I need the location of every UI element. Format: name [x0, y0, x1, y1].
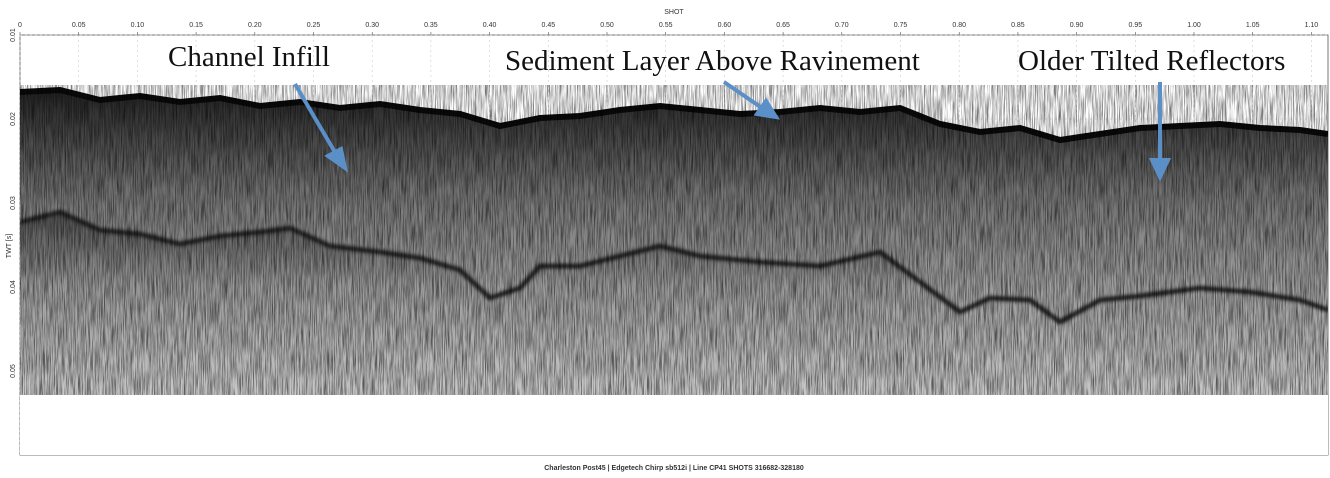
x-tick-label: 0.05 [72, 22, 86, 29]
x-tick-label: 1.05 [1246, 22, 1260, 29]
y-axis-label: TWT [s] [6, 234, 13, 258]
arrows [293, 80, 1172, 182]
y-tick-label: 0.02 [10, 112, 17, 126]
x-tick-label: 0.80 [952, 22, 966, 29]
annotation: Sediment Layer Above Ravinement [505, 45, 920, 77]
x-tick-label: 0.45 [541, 22, 555, 29]
x-tick-label: 0.35 [424, 22, 438, 29]
x-tick-label: 1.10 [1305, 22, 1319, 29]
annotation: Older Tilted Reflectors [1018, 45, 1285, 77]
x-tick-label: 0.65 [776, 22, 790, 29]
x-tick-label: 0.30 [365, 22, 379, 29]
y-tick-label: 0.01 [10, 28, 17, 42]
x-tick-label: 0.90 [1070, 22, 1084, 29]
x-tick-label: 0.20 [248, 22, 262, 29]
y-tick-label: 0.05 [10, 364, 17, 378]
x-tick-label: 0.70 [835, 22, 849, 29]
y-tick-label: 0.03 [10, 196, 17, 210]
x-tick-label: 0.15 [189, 22, 203, 29]
caption: Charleston Post45 | Edgetech Chirp sb512… [544, 465, 804, 472]
x-tick-label: 0.40 [483, 22, 497, 29]
x-tick-label: 0.55 [659, 22, 673, 29]
x-tick-label: 0.25 [307, 22, 321, 29]
annotation: Channel Infill [168, 41, 330, 73]
x-tick-label: 0.10 [131, 22, 145, 29]
y-tick-label: 0.04 [10, 280, 17, 294]
x-tick-label: 0.85 [1011, 22, 1025, 29]
x-tick-label: 1.00 [1187, 22, 1201, 29]
seismic-image [20, 85, 1328, 455]
x-tick-label: 0.50 [600, 22, 614, 29]
x-axis-label: SHOT [664, 9, 684, 16]
x-tick-label: 0 [18, 22, 22, 29]
x-tick-label: 0.95 [1128, 22, 1142, 29]
x-tick-label: 0.60 [718, 22, 732, 29]
x-tick-label: 0.75 [894, 22, 908, 29]
